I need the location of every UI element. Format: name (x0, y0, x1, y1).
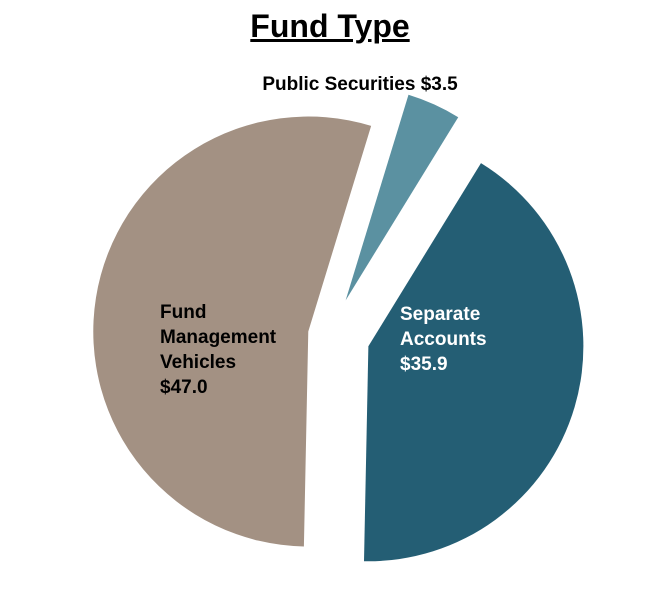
slice-label-public-securities: Public Securities $3.5 (262, 74, 458, 95)
slice-label-separate-accounts: Separate Accounts $35.9 (400, 304, 487, 375)
chart-title: Fund Type (250, 8, 410, 44)
slice-label-line: Accounts (400, 329, 487, 350)
slice-label-line: Fund (160, 302, 206, 323)
slice-label-line: $47.0 (160, 377, 208, 398)
slice-label-line: Vehicles (160, 352, 236, 373)
pie-slice-public-securities (345, 94, 459, 301)
slice-label-line: Public Securities $3.5 (262, 74, 458, 95)
pie-slice-fund-management-vehicles (93, 116, 372, 547)
slice-label-line: $35.9 (400, 354, 448, 375)
slice-label-line: Management (160, 327, 277, 348)
pie-slice-separate-accounts (363, 163, 584, 562)
slice-label-fund-management-vehicles: Fund Management Vehicles $47.0 (160, 302, 277, 398)
slice-label-line: Separate (400, 304, 480, 325)
